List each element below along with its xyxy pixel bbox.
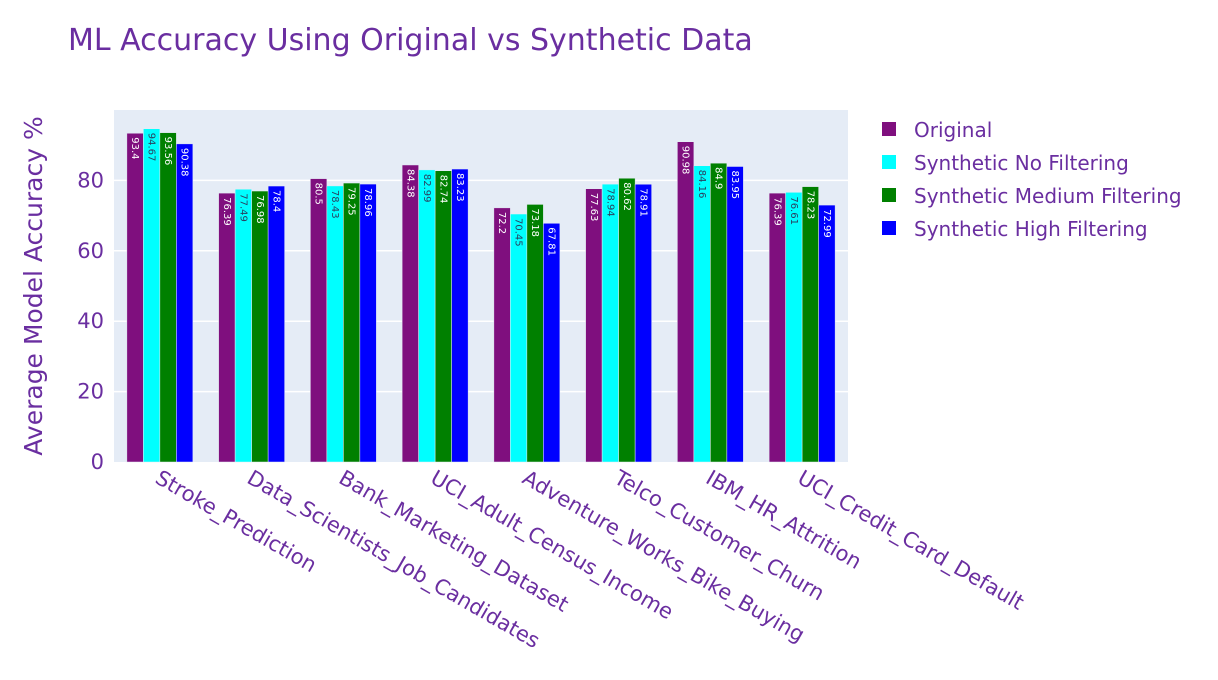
y-tick-label: 0 — [91, 450, 104, 474]
bar — [585, 188, 603, 463]
bar — [601, 183, 619, 463]
bar — [526, 204, 544, 463]
bar — [159, 132, 177, 463]
bar — [618, 177, 636, 463]
bar — [726, 166, 744, 463]
bar-value-label: 78.94 — [604, 188, 615, 217]
bar-value-label: 78.91 — [637, 188, 648, 217]
bar-value-label: 90.98 — [680, 146, 691, 175]
bar-value-label: 80.62 — [621, 182, 632, 211]
bar-value-label: 83.95 — [729, 170, 740, 199]
bar — [176, 143, 194, 463]
bar — [493, 207, 511, 463]
bar — [785, 192, 803, 463]
legend-label: Original — [914, 118, 992, 142]
legend: Original Synthetic No Filtering Synthetic … — [882, 118, 1182, 241]
bar-value-label: 84.38 — [404, 169, 415, 198]
bar-value-label: 94.67 — [146, 133, 157, 162]
bar-value-label: 76.61 — [788, 196, 799, 225]
bar — [326, 185, 344, 463]
bar-value-label: 76.98 — [254, 195, 265, 224]
bar — [801, 186, 819, 463]
legend-swatch — [882, 122, 896, 136]
bar-value-label: 78.4 — [270, 190, 281, 212]
bar-value-label: 76.39 — [221, 197, 232, 226]
y-tick-label: 60 — [77, 239, 104, 263]
bar — [418, 169, 436, 463]
y-axis-title: Average Model Accuracy % — [19, 116, 48, 455]
bar-value-label: 67.81 — [546, 227, 557, 256]
bars — [126, 128, 836, 463]
bar-value-label: 79.25 — [346, 187, 357, 216]
bar-value-label: 78.96 — [362, 188, 373, 217]
bar-value-label: 78.23 — [804, 191, 815, 220]
legend-swatch — [882, 188, 896, 202]
bar-value-label: 90.38 — [179, 148, 190, 177]
bar — [710, 162, 728, 463]
bar-value-label: 72.99 — [821, 209, 832, 238]
bar-value-label: 82.99 — [421, 174, 432, 203]
bar-value-label: 80.5 — [313, 183, 324, 205]
bar — [693, 165, 711, 463]
y-axis-ticks: 0 20 40 60 80 — [77, 168, 104, 474]
bar — [267, 185, 285, 463]
bar-value-label: 82.74 — [437, 175, 448, 204]
bar-value-label: 77.63 — [588, 193, 599, 222]
bar — [434, 170, 452, 463]
bar — [451, 168, 469, 463]
bar-value-label: 70.45 — [513, 218, 524, 247]
bar — [768, 192, 786, 463]
bar — [543, 223, 561, 463]
bar-value-label: 93.56 — [162, 137, 173, 166]
bar — [677, 141, 695, 463]
bar — [234, 188, 252, 463]
bar — [126, 132, 144, 463]
bar — [818, 204, 836, 463]
bar-value-label: 77.49 — [237, 193, 248, 222]
bar — [218, 192, 236, 463]
bar-value-label: 84.9 — [713, 167, 724, 189]
bar-value-label: 83.23 — [454, 173, 465, 202]
bar — [343, 182, 361, 463]
bar — [251, 190, 269, 463]
bar — [143, 128, 161, 463]
y-tick-label: 80 — [77, 168, 104, 192]
x-tick-label: Stroke_Prediction — [151, 466, 321, 579]
bar-value-label: 84.16 — [696, 170, 707, 199]
bar-value-label: 76.39 — [771, 197, 782, 226]
legend-label: Synthetic High Filtering — [914, 217, 1148, 241]
x-axis-ticks: Stroke_PredictionData_Scientists_Job_Can… — [151, 465, 1028, 654]
bar-value-label: 93.4 — [129, 137, 140, 159]
bar — [510, 213, 528, 463]
legend-swatch — [882, 221, 896, 235]
bar — [634, 183, 652, 463]
chart-title: ML Accuracy Using Original vs Synthetic … — [68, 23, 753, 58]
bar-labels: 93.4 94.67 93.56 90.38 76.39 77.49 76.98 78.4 80… — [129, 133, 832, 256]
y-tick-label: 20 — [77, 380, 104, 404]
bar — [310, 178, 328, 463]
bar-value-label: 78.43 — [329, 190, 340, 219]
bar — [359, 183, 377, 463]
bar-value-label: 73.18 — [529, 208, 540, 237]
bar — [401, 164, 419, 463]
legend-label: Synthetic Medium Filtering — [914, 184, 1182, 208]
bar-value-label: 72.2 — [496, 212, 507, 234]
legend-swatch — [882, 155, 896, 169]
y-tick-label: 40 — [77, 309, 104, 333]
legend-label: Synthetic No Filtering — [914, 151, 1129, 175]
